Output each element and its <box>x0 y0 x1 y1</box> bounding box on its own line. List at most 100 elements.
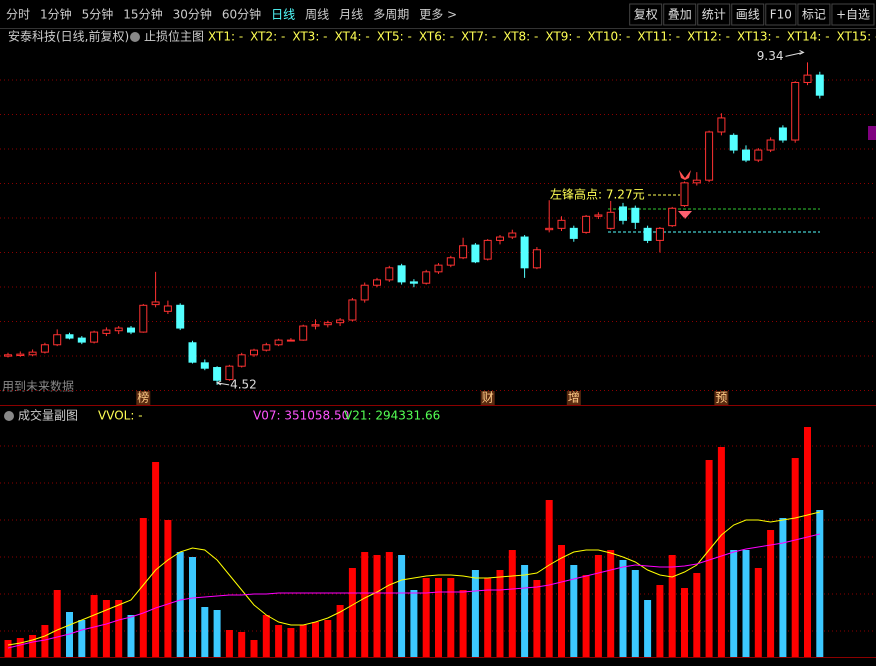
volume-bar <box>53 590 61 657</box>
volume-bar <box>656 585 664 657</box>
button-frame[interactable] <box>797 3 831 26</box>
candle-body <box>200 362 209 369</box>
event-marker[interactable] <box>566 391 581 405</box>
candle-body <box>778 127 787 141</box>
toolbar-tab[interactable]: 60分钟 <box>222 7 261 22</box>
volume-bar <box>484 578 492 657</box>
candle-body <box>520 236 529 269</box>
volume-bar <box>398 555 406 657</box>
candle-body <box>360 284 369 301</box>
event-marker-label[interactable]: 榜 <box>137 390 149 405</box>
candle-body <box>705 131 714 181</box>
toolbar-tab[interactable]: 1分钟 <box>40 7 72 22</box>
button-frame[interactable] <box>629 3 663 26</box>
vvol-label: VVOL: - <box>98 409 143 423</box>
xt-label: XT7: - <box>461 30 496 44</box>
toolbar-tab[interactable]: 日线 <box>271 8 295 22</box>
candle-body <box>188 342 197 363</box>
volume-bar <box>189 557 196 657</box>
volume-bar <box>152 462 160 657</box>
toolbar-tab[interactable]: 分时 <box>6 8 30 22</box>
button-frame[interactable] <box>663 3 697 26</box>
toolbar-tab[interactable]: 多周期 <box>373 8 409 22</box>
candle-body <box>680 182 689 207</box>
volume-bar <box>521 565 529 657</box>
volume-bar <box>262 615 270 657</box>
event-marker-label[interactable]: 财 <box>482 391 494 405</box>
volume-bar <box>102 600 110 657</box>
volume-bar <box>558 545 565 657</box>
price-tag <box>868 126 876 140</box>
button-frame[interactable] <box>697 3 731 26</box>
volume-bar <box>619 560 627 657</box>
volume-bar <box>545 500 553 657</box>
candle-body <box>631 207 640 223</box>
xt-label: XT11: - <box>637 30 680 44</box>
dropdown-icon[interactable] <box>4 411 14 421</box>
candle-body <box>803 74 812 83</box>
button-frame[interactable] <box>731 3 765 26</box>
event-marker[interactable] <box>136 391 151 405</box>
candle-body <box>323 322 332 326</box>
candle-body <box>28 351 37 356</box>
button-frame[interactable] <box>831 3 875 26</box>
candle-body <box>729 134 738 151</box>
event-marker[interactable] <box>480 391 495 405</box>
indicator-name[interactable]: 止损位主图 <box>144 29 204 44</box>
toolbar-tab[interactable]: 更多 > <box>419 8 457 22</box>
candle-body <box>483 239 492 260</box>
volume-bar <box>533 580 541 657</box>
candle-body <box>409 281 418 284</box>
toolbar-tab[interactable]: 15分钟 <box>123 7 162 22</box>
volume-bar <box>607 550 615 657</box>
v21-label: V21: 294331.66 <box>344 409 440 423</box>
candle-body <box>754 149 763 161</box>
toolbar-button[interactable]: 统计 <box>702 8 726 22</box>
candle-body <box>40 344 49 353</box>
volume-bar <box>435 578 442 657</box>
volume-bar <box>250 640 258 657</box>
toolbar-tab[interactable]: 月线 <box>339 8 363 22</box>
toolbar-tab[interactable]: 5分钟 <box>82 7 114 22</box>
candle-body <box>90 331 99 343</box>
high-label: 9.34 <box>757 49 784 63</box>
candle-body <box>717 117 726 133</box>
toolbar-button[interactable]: 复权 <box>634 8 658 22</box>
volume-bar <box>705 460 713 657</box>
toolbar-button[interactable]: +自选 <box>836 8 870 22</box>
candle-body <box>569 227 578 239</box>
volume-bar <box>804 427 811 657</box>
candle-body <box>77 337 86 343</box>
toolbar-button[interactable]: 叠加 <box>668 8 692 22</box>
dropdown-icon[interactable] <box>130 32 140 42</box>
volume-bar <box>201 607 209 657</box>
candle-body <box>311 324 320 327</box>
v07-label: V07: 351058.50 <box>253 409 349 423</box>
button-frame[interactable] <box>765 3 797 26</box>
candle-body <box>545 227 554 231</box>
event-marker-label[interactable]: 预 <box>715 391 727 405</box>
volume-bar <box>29 635 37 657</box>
volume-title[interactable]: 成交量副图 <box>18 408 78 423</box>
toolbar-tab[interactable]: 30分钟 <box>173 7 212 22</box>
candle-body <box>791 81 800 141</box>
toolbar-button[interactable]: F10 <box>770 8 792 22</box>
volume-bar <box>90 595 98 657</box>
volume-bar <box>373 555 381 657</box>
volume-bar <box>668 555 676 657</box>
event-marker-label[interactable]: 增 <box>568 391 580 405</box>
toolbar-button[interactable]: 标记 <box>802 8 826 22</box>
xt-label: XT1: - <box>208 30 243 44</box>
volume-bar <box>582 575 590 657</box>
xt-label: XT14: - <box>787 30 830 44</box>
volume-bar <box>410 590 418 657</box>
toolbar-button[interactable]: 画线 <box>736 8 760 22</box>
event-marker[interactable] <box>714 391 729 405</box>
candle-body <box>643 227 652 241</box>
toolbar-tab[interactable]: 周线 <box>305 8 329 22</box>
low-arrow <box>215 380 230 386</box>
volume-bar <box>779 518 787 657</box>
volume-bar <box>459 590 467 657</box>
candle-body <box>225 365 234 381</box>
